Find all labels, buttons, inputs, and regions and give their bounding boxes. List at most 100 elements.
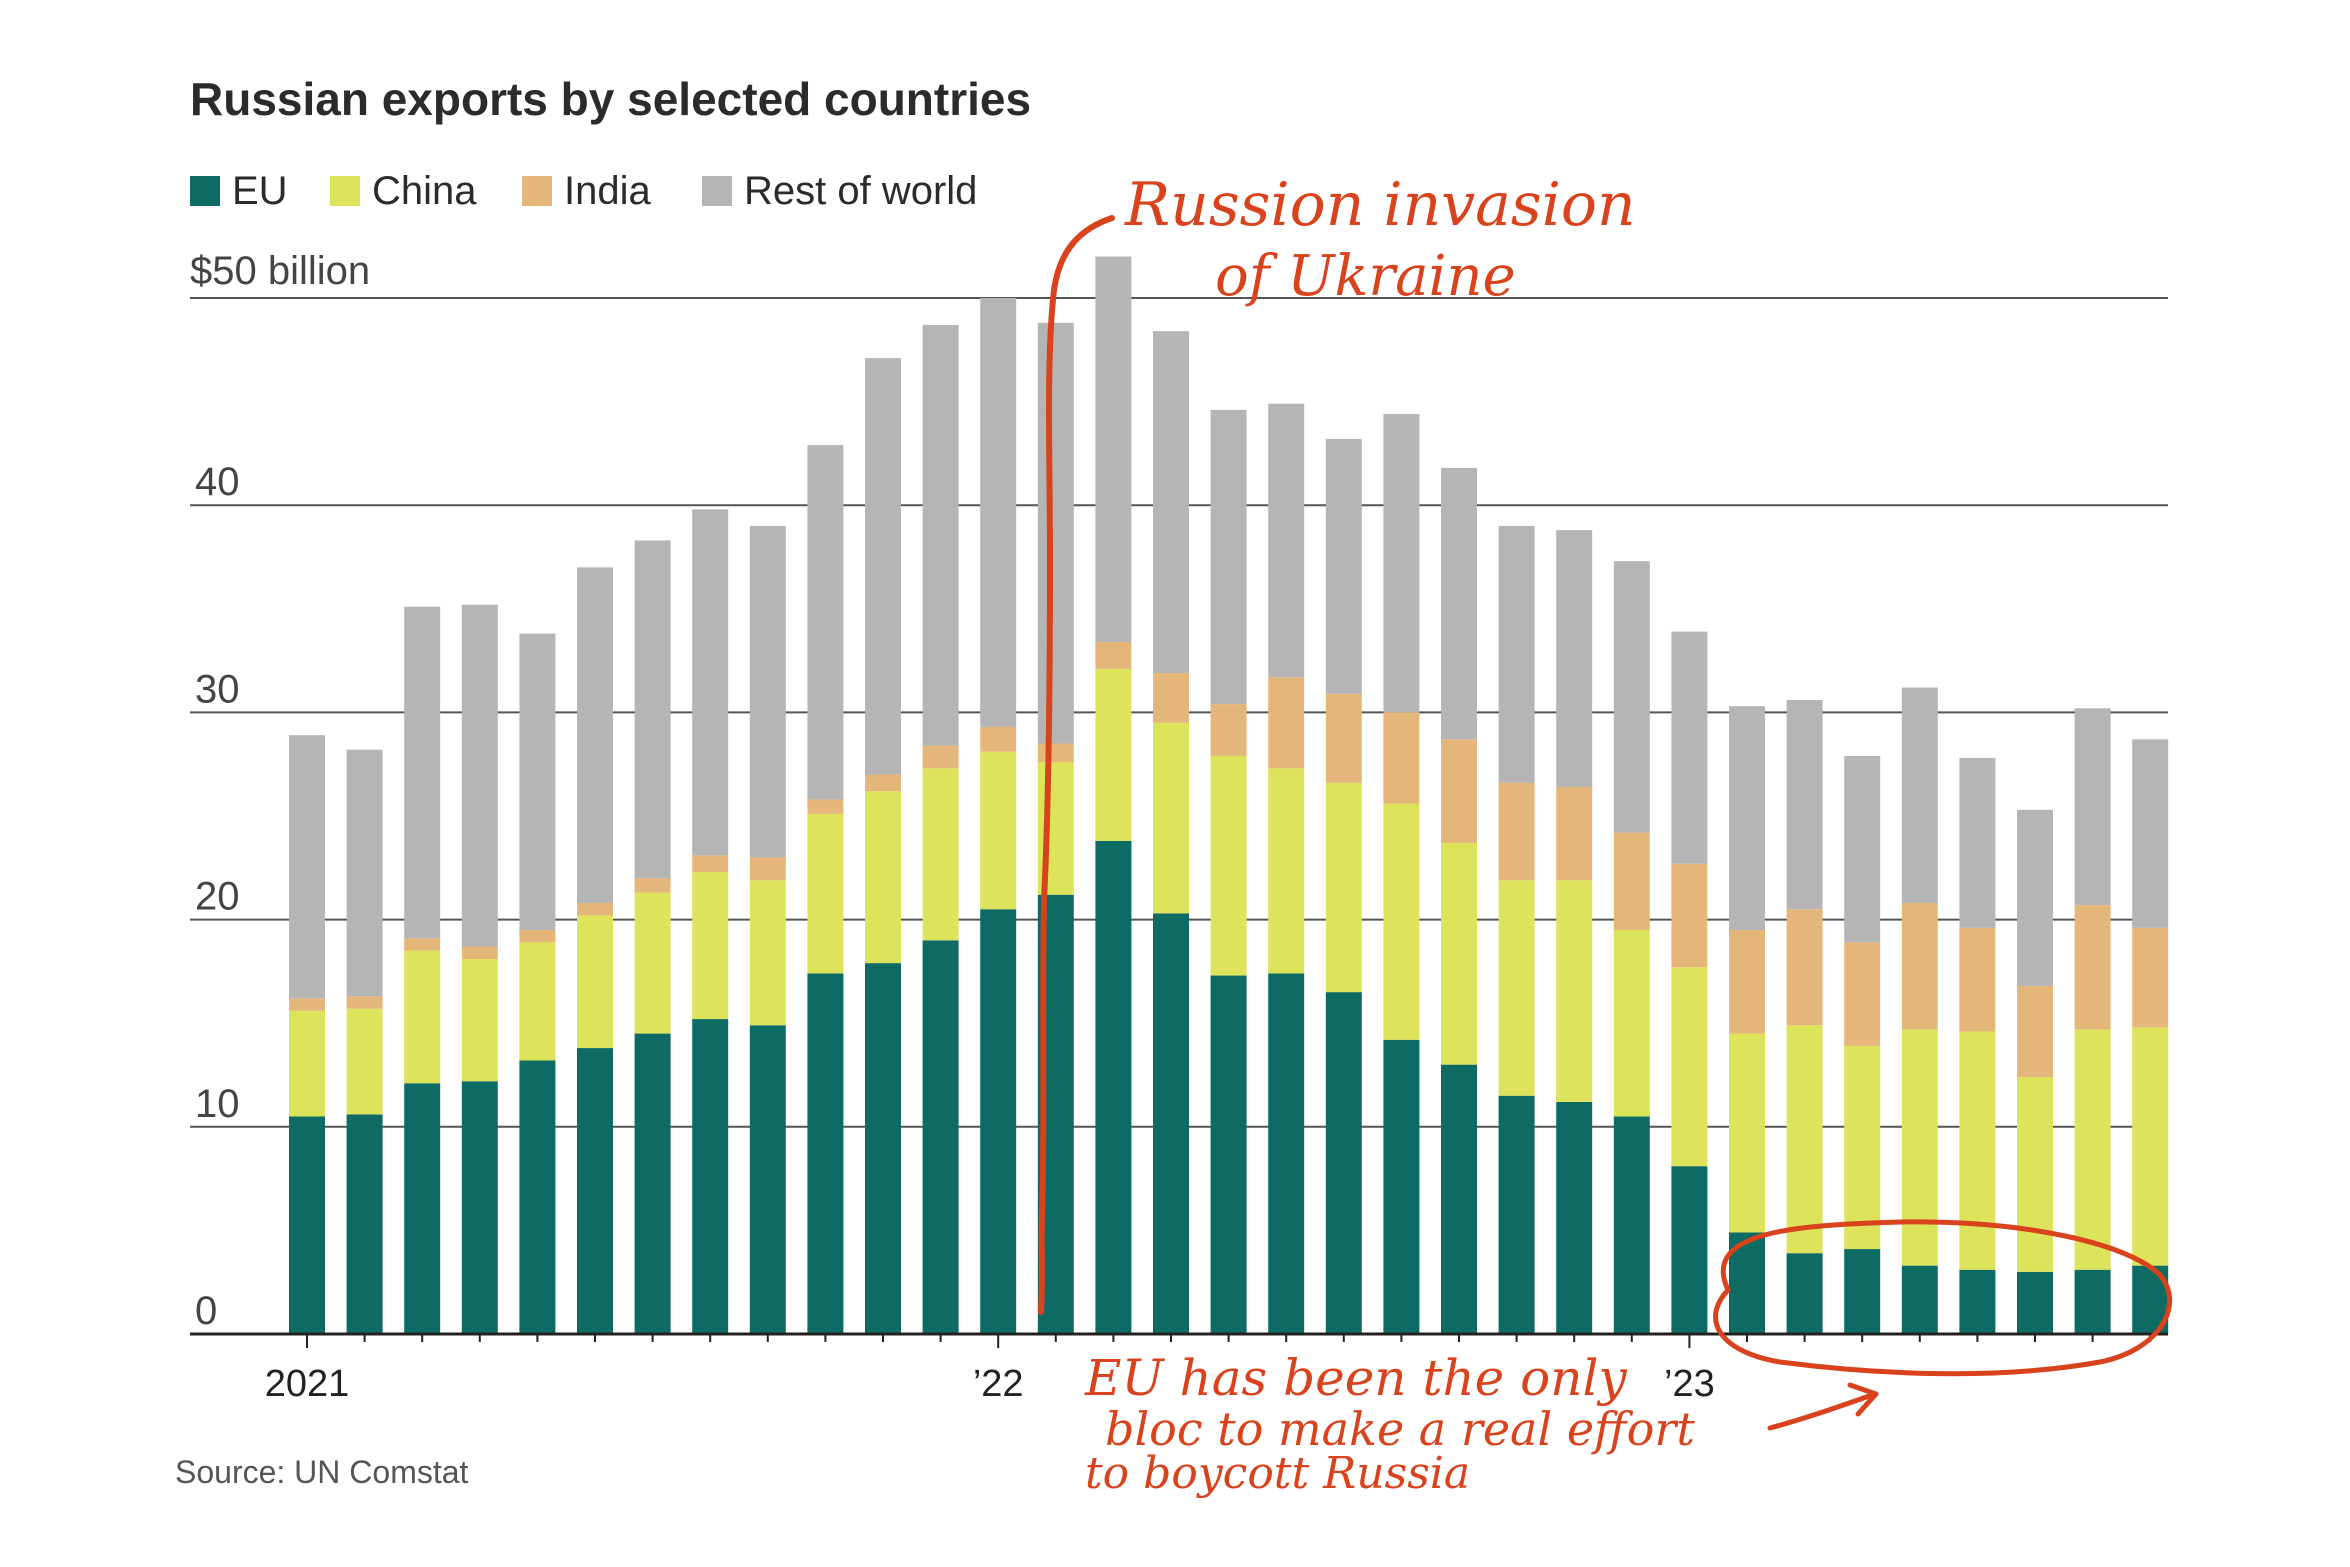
y-tick-label-0: 0 — [195, 1289, 217, 1333]
bar-india-0 — [289, 998, 325, 1011]
legend-label-0: EU — [232, 169, 288, 213]
bar-rest-of-world-6 — [634, 540, 671, 879]
bar-india-30 — [2017, 985, 2053, 1078]
bar-china-17 — [1268, 768, 1305, 974]
bar-china-19 — [1383, 803, 1420, 1040]
bar-china-7 — [692, 871, 729, 1020]
eu-label-line-2: bloc to make a real effort — [1105, 1402, 1695, 1456]
bar-eu-22 — [1556, 1101, 1593, 1334]
bar-rest-of-world-8 — [749, 525, 786, 858]
bar-china-14 — [1095, 668, 1132, 841]
bar-rest-of-world-2 — [404, 606, 441, 939]
bar-rest-of-world-26 — [1786, 699, 1823, 910]
bar-eu-14 — [1095, 840, 1132, 1334]
bar-china-1 — [346, 1008, 383, 1115]
bar-eu-8 — [749, 1025, 786, 1334]
bar-india-28 — [1901, 903, 1938, 1030]
bar-rest-of-world-22 — [1556, 530, 1593, 787]
bar-eu-0 — [289, 1116, 325, 1334]
bar-eu-6 — [634, 1033, 671, 1334]
y-tick-label-20: 20 — [195, 875, 240, 919]
legend-swatch-3 — [702, 176, 732, 206]
eu-annotation: EU has been the only bloc to make a real… — [1084, 1219, 2173, 1499]
bar-eu-29 — [1959, 1269, 1996, 1334]
bar-rest-of-world-25 — [1729, 706, 1765, 930]
bar-eu-12 — [980, 909, 1017, 1334]
bar-rest-of-world-7 — [692, 509, 729, 856]
bar-china-11 — [922, 768, 959, 941]
bars — [289, 256, 2169, 1334]
bar-india-6 — [634, 878, 671, 893]
bar-china-31 — [2074, 1029, 2111, 1270]
bar-india-4 — [519, 929, 556, 943]
eu-label-line-3: to boycott Russia — [1085, 1448, 1470, 1499]
bar-india-26 — [1786, 909, 1823, 1026]
bar-india-19 — [1383, 712, 1420, 804]
legend-swatch-2 — [522, 176, 552, 206]
invasion-label-line-2: of Ukraine — [1215, 244, 1516, 309]
bar-eu-5 — [577, 1048, 613, 1334]
legend-swatch-1 — [330, 176, 360, 206]
bar-china-3 — [461, 958, 498, 1082]
bar-china-18 — [1325, 782, 1362, 993]
bar-rest-of-world-3 — [461, 604, 498, 947]
bar-eu-1 — [346, 1114, 383, 1334]
invasion-label-line-1: Russion invasion — [1124, 170, 1636, 240]
legend-label-1: China — [372, 169, 477, 213]
y-tick-label-10: 10 — [195, 1082, 240, 1126]
bar-rest-of-world-10 — [865, 358, 901, 775]
eu-label-line-1: EU has been the only — [1084, 1349, 1627, 1407]
bar-eu-3 — [461, 1081, 498, 1334]
bar-rest-of-world-27 — [1844, 755, 1881, 943]
bar-china-30 — [2017, 1077, 2053, 1272]
bar-eu-19 — [1383, 1039, 1420, 1334]
bar-rest-of-world-0 — [289, 735, 325, 999]
bar-eu-15 — [1153, 913, 1189, 1334]
bar-rest-of-world-16 — [1210, 409, 1247, 705]
bar-india-7 — [692, 855, 729, 872]
bar-rest-of-world-23 — [1613, 561, 1650, 833]
bar-china-4 — [519, 942, 556, 1061]
bar-rest-of-world-20 — [1441, 467, 1477, 740]
bar-india-17 — [1268, 677, 1305, 769]
legend: EU China India Rest of world — [190, 169, 977, 213]
bar-china-21 — [1498, 880, 1535, 1096]
y-tick-label-40: 40 — [195, 460, 240, 504]
bar-eu-11 — [922, 940, 959, 1334]
bar-india-1 — [346, 996, 383, 1009]
bar-china-15 — [1153, 722, 1189, 914]
bar-india-10 — [865, 774, 901, 792]
bar-india-27 — [1844, 942, 1881, 1046]
bar-rest-of-world-30 — [2017, 809, 2053, 986]
bar-china-26 — [1786, 1025, 1823, 1254]
bar-rest-of-world-21 — [1498, 525, 1535, 783]
bar-india-3 — [461, 946, 498, 959]
bar-rest-of-world-32 — [2132, 739, 2169, 928]
legend-label-3: Rest of world — [744, 169, 977, 213]
bar-eu-23 — [1613, 1116, 1650, 1334]
y-tick-label-30: 30 — [195, 667, 240, 711]
bar-india-31 — [2074, 905, 2111, 1030]
bar-india-20 — [1441, 739, 1477, 843]
bar-india-8 — [749, 857, 786, 881]
bar-china-16 — [1210, 755, 1247, 976]
bar-china-20 — [1441, 842, 1477, 1065]
bar-eu-4 — [519, 1060, 556, 1334]
bar-china-10 — [865, 791, 901, 964]
bar-india-12 — [980, 726, 1017, 752]
bar-rest-of-world-12 — [980, 298, 1017, 727]
bar-eu-27 — [1844, 1249, 1881, 1334]
bar-india-18 — [1325, 693, 1362, 783]
bar-india-11 — [922, 745, 959, 769]
bar-india-13 — [1037, 743, 1074, 763]
bar-china-28 — [1901, 1029, 1938, 1266]
bar-china-29 — [1959, 1031, 1996, 1270]
bar-china-25 — [1729, 1033, 1765, 1233]
bar-eu-28 — [1901, 1265, 1938, 1334]
bar-china-5 — [577, 915, 613, 1049]
bar-rest-of-world-1 — [346, 749, 383, 997]
bar-eu-16 — [1210, 975, 1247, 1334]
bar-rest-of-world-13 — [1037, 322, 1074, 744]
bar-india-29 — [1959, 927, 1996, 1032]
